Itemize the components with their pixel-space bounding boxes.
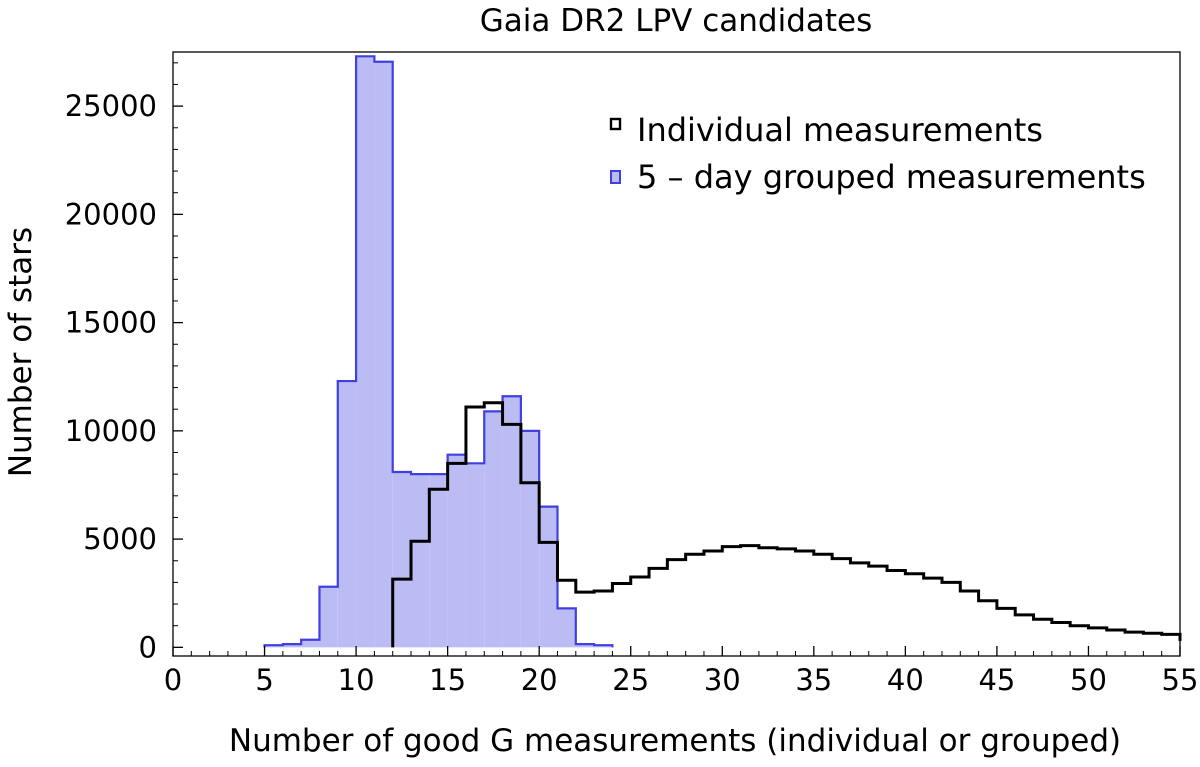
y-axis: 0 5000 10000 15000 20000 25000 xyxy=(65,62,183,664)
grouped-bar xyxy=(319,586,338,648)
grouped-bar xyxy=(411,474,430,648)
x-tick-label: 50 xyxy=(1070,663,1107,697)
grouped-bar xyxy=(374,61,393,648)
legend-swatch-individual xyxy=(609,117,622,131)
y-tick-label: 25000 xyxy=(65,89,157,123)
y-tick-label: 5000 xyxy=(83,522,157,556)
x-tick-label: 30 xyxy=(704,663,741,697)
y-tick-label: 15000 xyxy=(65,306,157,340)
legend-label-individual: Individual measurements xyxy=(637,111,1043,149)
x-tick-label: 45 xyxy=(978,663,1015,697)
y-tick-label: 0 xyxy=(139,630,157,664)
grouped-bar xyxy=(465,463,485,648)
y-tick-label: 10000 xyxy=(65,414,157,448)
y-tick-label: 20000 xyxy=(65,197,157,231)
grouped-bar xyxy=(484,411,503,648)
x-tick-label: 20 xyxy=(521,663,558,697)
y-axis-title: Number of stars xyxy=(3,227,39,477)
grouped-bar xyxy=(557,608,576,648)
x-tick-label: 40 xyxy=(887,663,924,697)
plot-frame xyxy=(172,51,1181,657)
individual-step-line xyxy=(391,401,1182,648)
grouped-bar xyxy=(356,56,375,648)
individual-series xyxy=(391,401,1182,648)
legend: Individual measurements 5 – day grouped … xyxy=(609,111,1146,196)
grouped-bar xyxy=(520,430,540,648)
x-tick-label: 5 xyxy=(255,663,273,697)
grouped-bar xyxy=(392,471,412,648)
x-tick-label: 15 xyxy=(429,663,466,697)
chart-title: Gaia DR2 LPV candidates xyxy=(480,3,873,39)
x-axis-title: Number of good G measurements (individua… xyxy=(229,723,1121,759)
x-axis: 0 5 10 15 20 25 30 35 40 45 50 55 xyxy=(164,646,1199,697)
plot-area: 0 5 10 15 20 25 30 35 40 45 50 55 0 5000 10000 15000 20… xyxy=(65,51,1199,697)
x-tick-label: 10 xyxy=(338,663,375,697)
grouped-bar xyxy=(429,474,448,648)
legend-swatch-grouped xyxy=(610,170,621,184)
grouped-bar xyxy=(447,454,466,648)
grouped-bar xyxy=(575,644,595,648)
x-tick-label: 25 xyxy=(612,663,649,697)
grouped-bar xyxy=(301,639,320,648)
grouped-bar xyxy=(337,381,357,648)
grouped-bar xyxy=(539,506,558,648)
grouped-bar xyxy=(502,396,521,648)
x-tick-label: 35 xyxy=(795,663,832,697)
legend-label-grouped: 5 – day grouped measurements xyxy=(637,158,1146,196)
x-tick-label: 55 xyxy=(1162,663,1199,697)
grouped-bar xyxy=(282,644,302,648)
x-tick-label: 0 xyxy=(164,663,182,697)
